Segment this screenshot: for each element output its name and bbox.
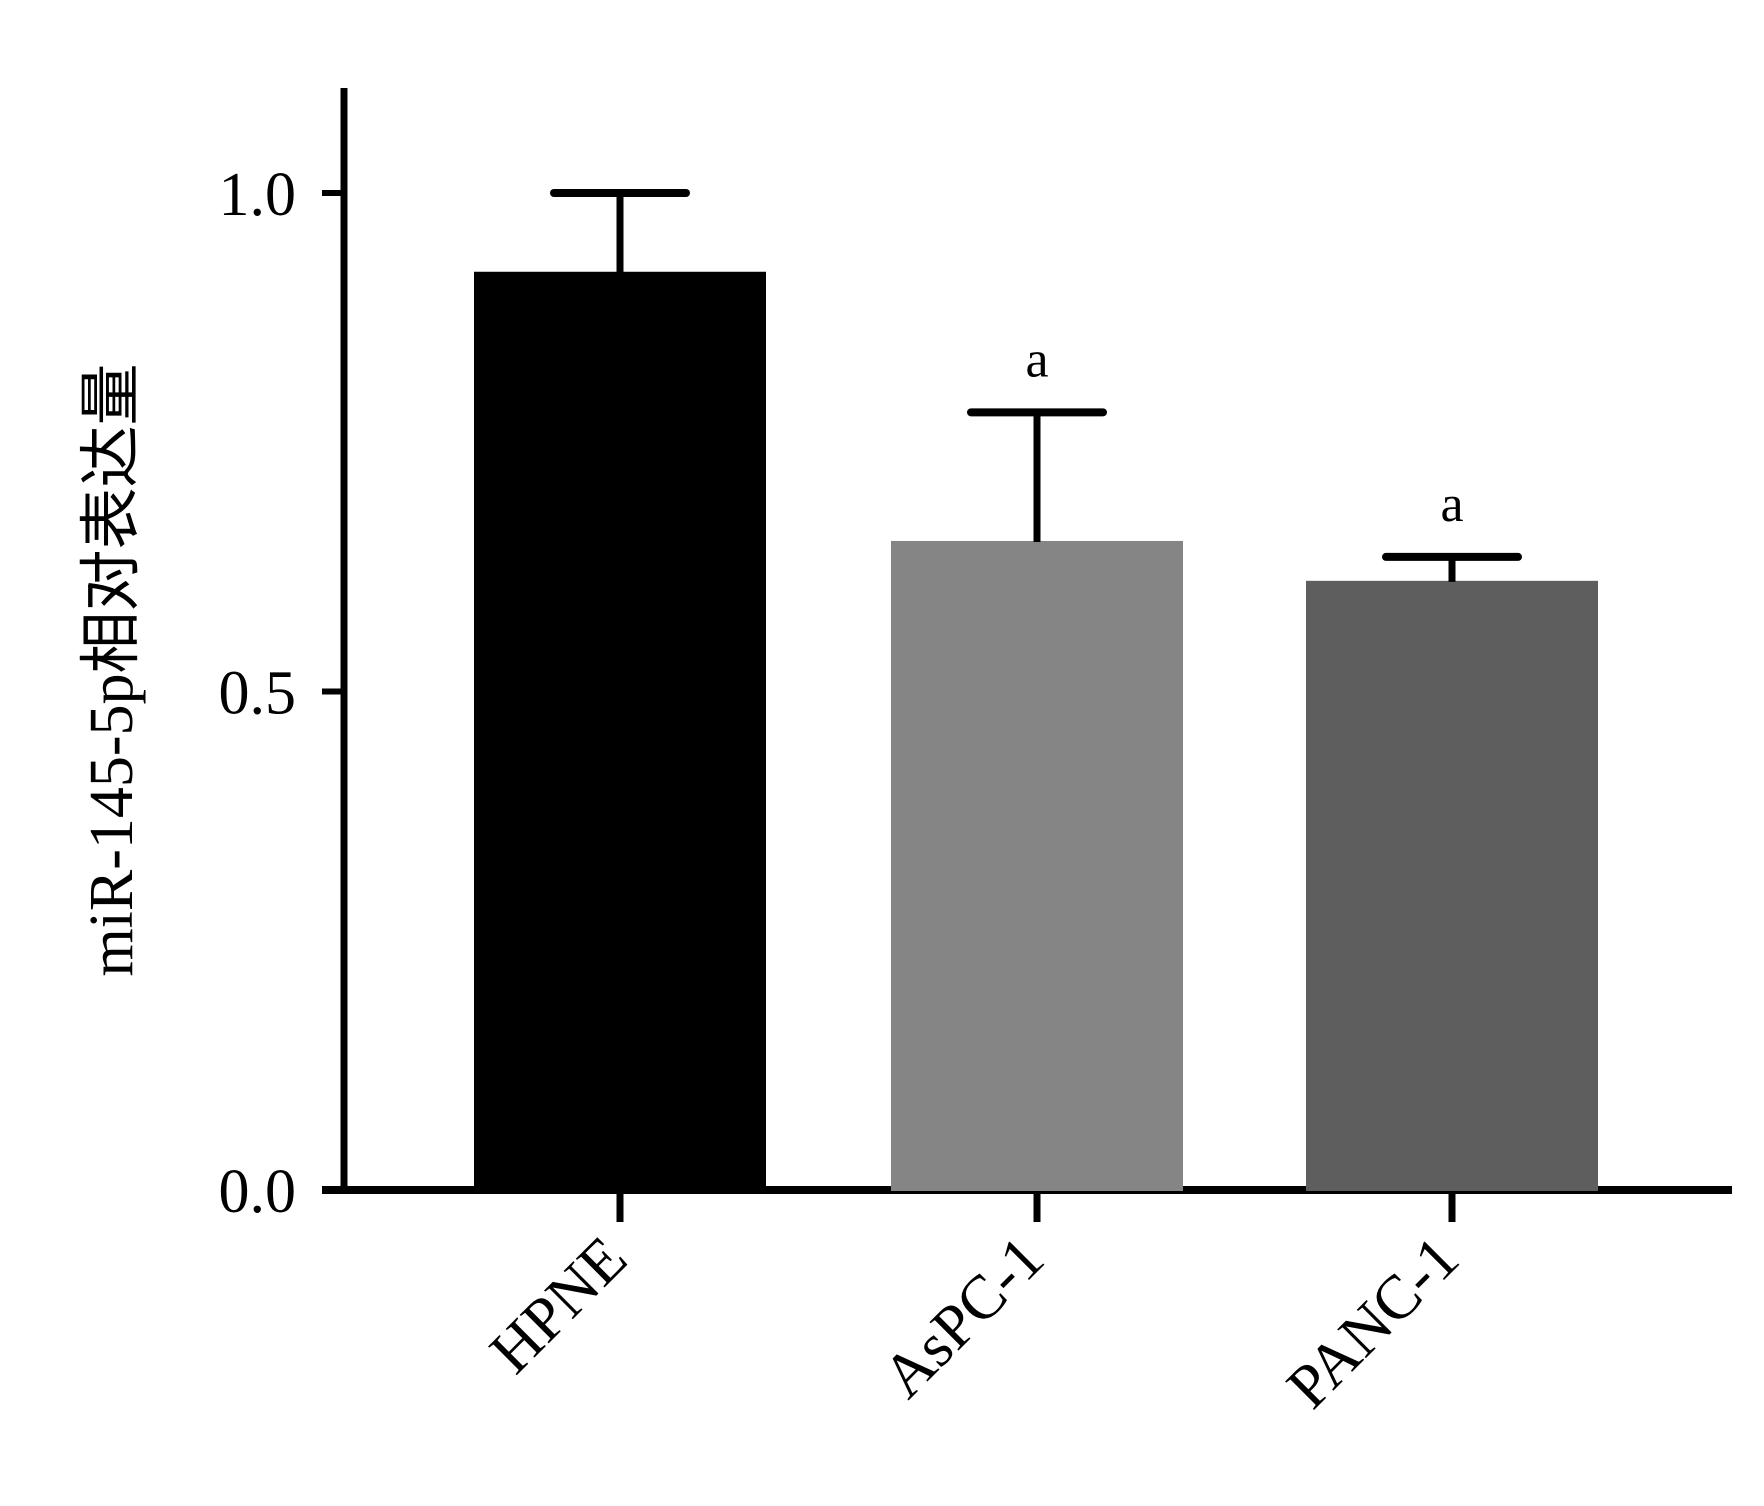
y-axis-label: miR-145-5p相对表达量 xyxy=(78,363,146,976)
x-tick-label: HPNE xyxy=(477,1224,640,1387)
y-tick-label: 0.0 xyxy=(219,1158,297,1226)
significance-label: a xyxy=(1440,476,1463,533)
bar xyxy=(1306,580,1598,1191)
y-tick-label: 0.5 xyxy=(219,660,297,728)
y-tick-label: 1.0 xyxy=(219,161,297,229)
x-tick-label: PANC-1 xyxy=(1274,1224,1472,1422)
labels: 0.0 0.5 1.0 HPNE AsPC-1 a PANC-1 a xyxy=(219,161,1472,1421)
x-tick-label: AsPC-1 xyxy=(870,1224,1057,1411)
bar xyxy=(891,540,1183,1191)
bars xyxy=(474,189,1598,1191)
significance-label: a xyxy=(1025,331,1048,388)
bar xyxy=(474,271,766,1191)
